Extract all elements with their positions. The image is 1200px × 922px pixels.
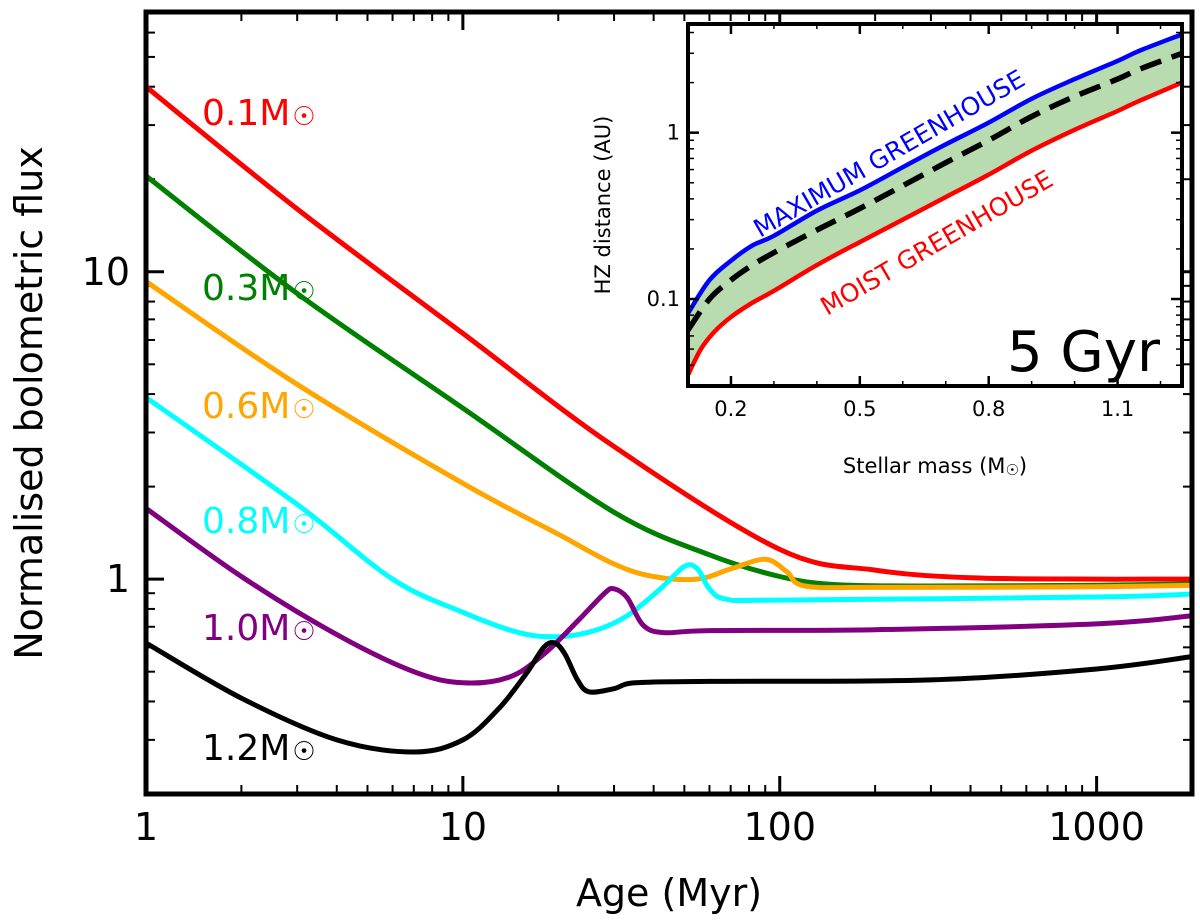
inset-series-lines — [688, 32, 1182, 376]
inset-x-tick-label: 0.2 — [714, 397, 747, 421]
inset-hz-fill — [688, 34, 1182, 375]
series-line-1-0m — [144, 506, 1193, 686]
y-axis-label: Normalised bolometric flux — [7, 146, 51, 660]
x-axis-label: Age (Myr) — [576, 871, 762, 915]
y-tick-label: 1 — [106, 557, 130, 601]
inset-line-moist-greenhouse — [688, 80, 1182, 376]
series-line-1-2m — [144, 640, 1193, 755]
inset-x-tick-label: 0.5 — [843, 397, 876, 421]
inset-x-tick-label: 1.1 — [1101, 397, 1134, 421]
x-tick-label: 1 — [134, 805, 158, 849]
inset-y-tick-label: 0.1 — [647, 287, 680, 311]
inset-x-tick-label: 0.8 — [972, 397, 1005, 421]
main-series-lines — [144, 84, 1193, 755]
inset-y-axis-label: HZ distance (AU) — [591, 116, 615, 295]
main-plot-frame — [143, 9, 1195, 797]
series-labels: 0.1M☉ 0.3M☉ 0.6M☉ 0.8M☉ 1.0M☉ 1.2M☉ — [202, 93, 316, 769]
label-0-6m: 0.6M☉ — [202, 386, 316, 427]
label-0-3m: 0.3M☉ — [202, 268, 316, 309]
label-0-1m: 0.1M☉ — [202, 93, 316, 134]
hz-band — [688, 34, 1182, 375]
x-tick-label: 1000 — [1048, 805, 1145, 849]
x-tick-label: 10 — [439, 805, 487, 849]
series-line-0-8m — [144, 395, 1193, 640]
inset-line-midline — [688, 50, 1182, 332]
inset-line-maximum-greenhouse — [688, 32, 1182, 315]
y-tick-label: 10 — [82, 250, 130, 294]
x-tick-label: 100 — [743, 805, 816, 849]
inset-title: 5 Gyr — [1007, 320, 1161, 385]
label-1-0m: 1.0M☉ — [202, 608, 316, 649]
main-axis-ticks: 1 10 100 1000 1 10 — [82, 11, 1193, 849]
inset-y-tick-label: 1 — [667, 121, 680, 145]
label-1-2m: 1.2M☉ — [202, 728, 316, 769]
label-0-8m: 0.8M☉ — [202, 501, 316, 542]
inset-x-axis-label: Stellar mass (M☉) — [843, 454, 1027, 479]
series-line-0-1m — [144, 84, 1193, 582]
inset-frame — [686, 22, 1184, 388]
